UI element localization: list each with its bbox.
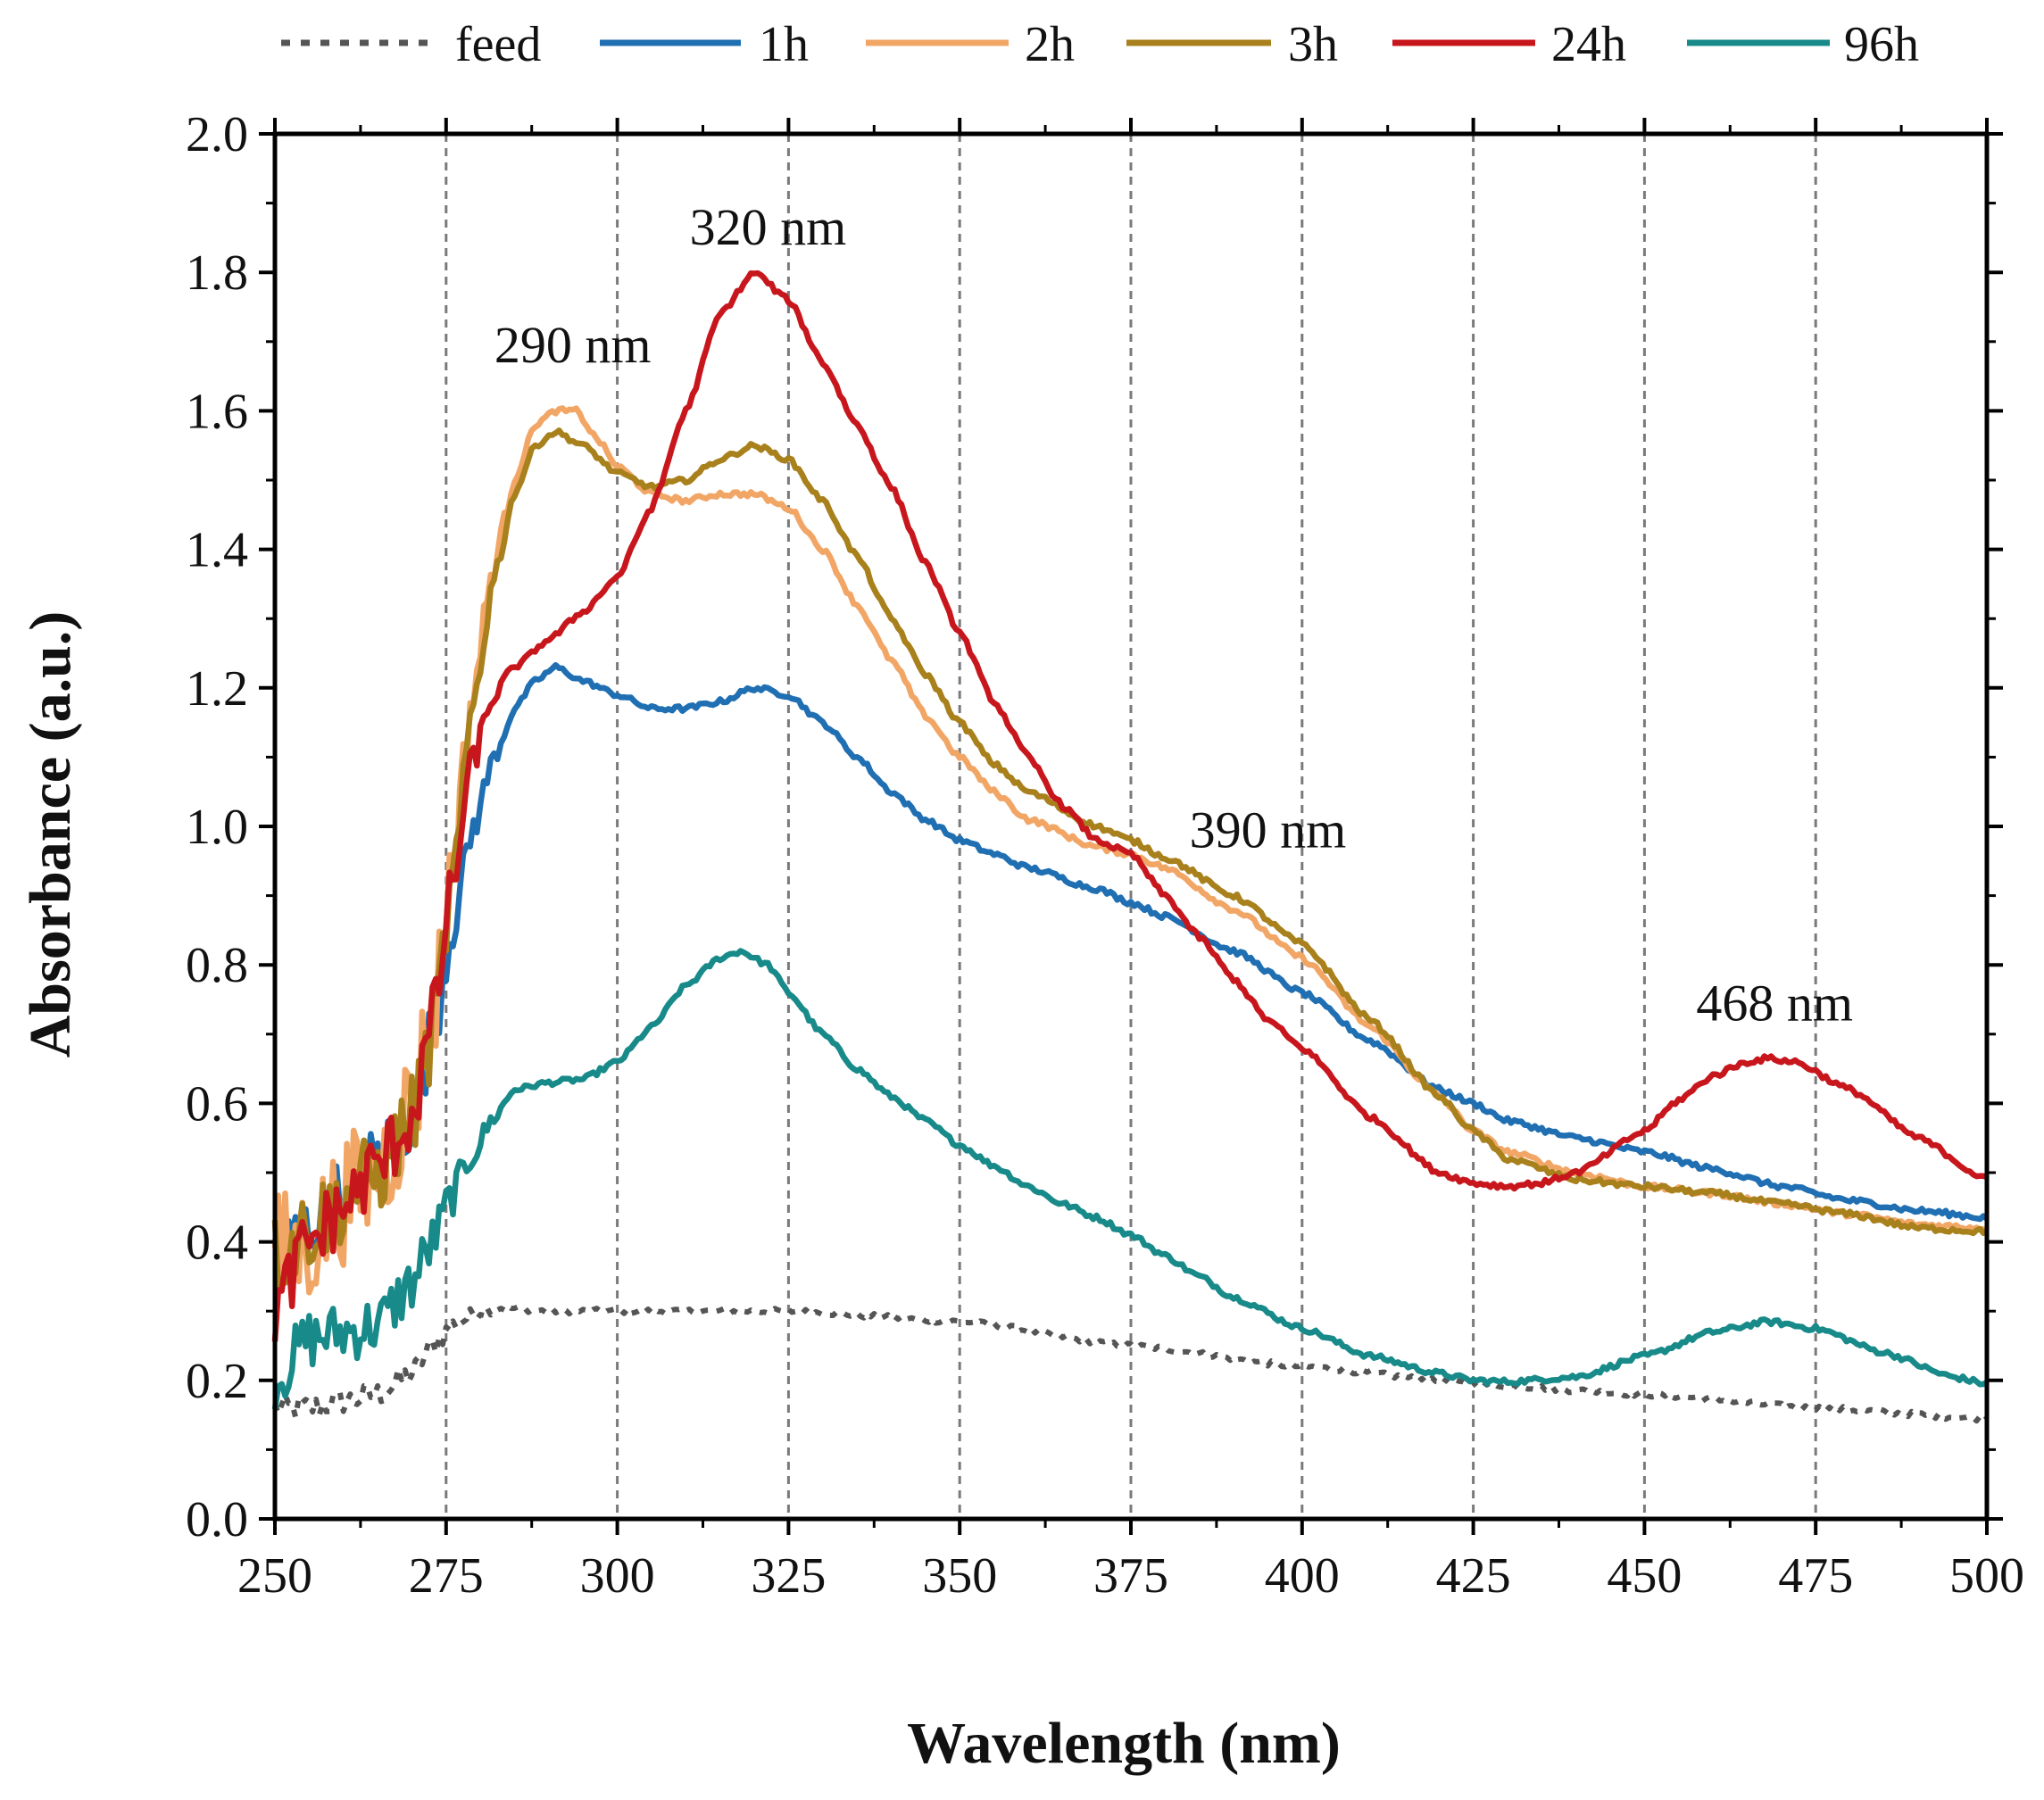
y-tick-label-1.4: 1.4 <box>186 523 248 578</box>
x-tick-label-400: 400 <box>1265 1548 1340 1604</box>
y-tick-label-1.6: 1.6 <box>186 384 248 439</box>
legend-label-3h: 3h <box>1288 17 1338 72</box>
y-tick-label-0.4: 0.4 <box>186 1215 248 1271</box>
x-axis-title: Wavelength (nm) <box>907 1711 1341 1776</box>
x-tick-label-475: 475 <box>1778 1548 1853 1604</box>
y-tick-label-0: 0.0 <box>186 1492 248 1547</box>
legend-label-1h: 1h <box>759 17 809 72</box>
x-tick-label-300: 300 <box>580 1548 655 1604</box>
x-tick-label-275: 275 <box>409 1548 484 1604</box>
x-tick-label-325: 325 <box>751 1548 826 1604</box>
annotations-layer: 290 nm 320 nm 390 nm 468 nm <box>494 198 1853 1032</box>
x-tick-label-375: 375 <box>1093 1548 1168 1604</box>
series-3h <box>271 427 1989 1291</box>
y-tick-label-2: 2.0 <box>186 107 248 162</box>
legend-label-feed: feed <box>455 17 541 72</box>
y-tick-label-0.8: 0.8 <box>186 938 248 993</box>
y-tick-label-1.8: 1.8 <box>186 245 248 301</box>
annotation-290-nm: 290 nm <box>494 316 652 374</box>
y-tick-label-1: 1.0 <box>186 800 248 855</box>
x-tick-label-350: 350 <box>922 1548 997 1604</box>
annotation-320-nm: 320 nm <box>690 198 847 256</box>
ticks-layer: 250 275 300 325 350 375 400 425 450 475 500 0.0 0.2 0… <box>186 107 2024 1604</box>
annotation-468-nm: 468 nm <box>1696 974 1853 1032</box>
series-1h <box>272 661 1990 1268</box>
legend-label-2h: 2h <box>1025 17 1075 72</box>
series-96h <box>271 948 1989 1410</box>
series-feed <box>272 1303 1990 1424</box>
x-tick-label-425: 425 <box>1436 1548 1511 1604</box>
x-tick-label-250: 250 <box>237 1548 312 1604</box>
y-tick-label-1.2: 1.2 <box>186 661 248 717</box>
annotation-390-nm: 390 nm <box>1190 800 1347 859</box>
y-tick-label-0.2: 0.2 <box>186 1354 248 1409</box>
series-24h <box>271 270 1989 1342</box>
legend: feed 1h 2h 3h 24h 96h <box>281 17 1919 72</box>
y-axis-title: Absorbance (a.u.) <box>18 611 83 1058</box>
y-tick-label-0.6: 0.6 <box>186 1076 248 1132</box>
x-tick-label-500: 500 <box>1949 1548 2024 1604</box>
vertical-gridlines <box>445 134 1817 1519</box>
legend-label-96h: 96h <box>1844 17 1919 72</box>
x-tick-label-450: 450 <box>1607 1548 1682 1604</box>
legend-label-24h: 24h <box>1551 17 1626 72</box>
series-layer <box>271 270 1990 1424</box>
